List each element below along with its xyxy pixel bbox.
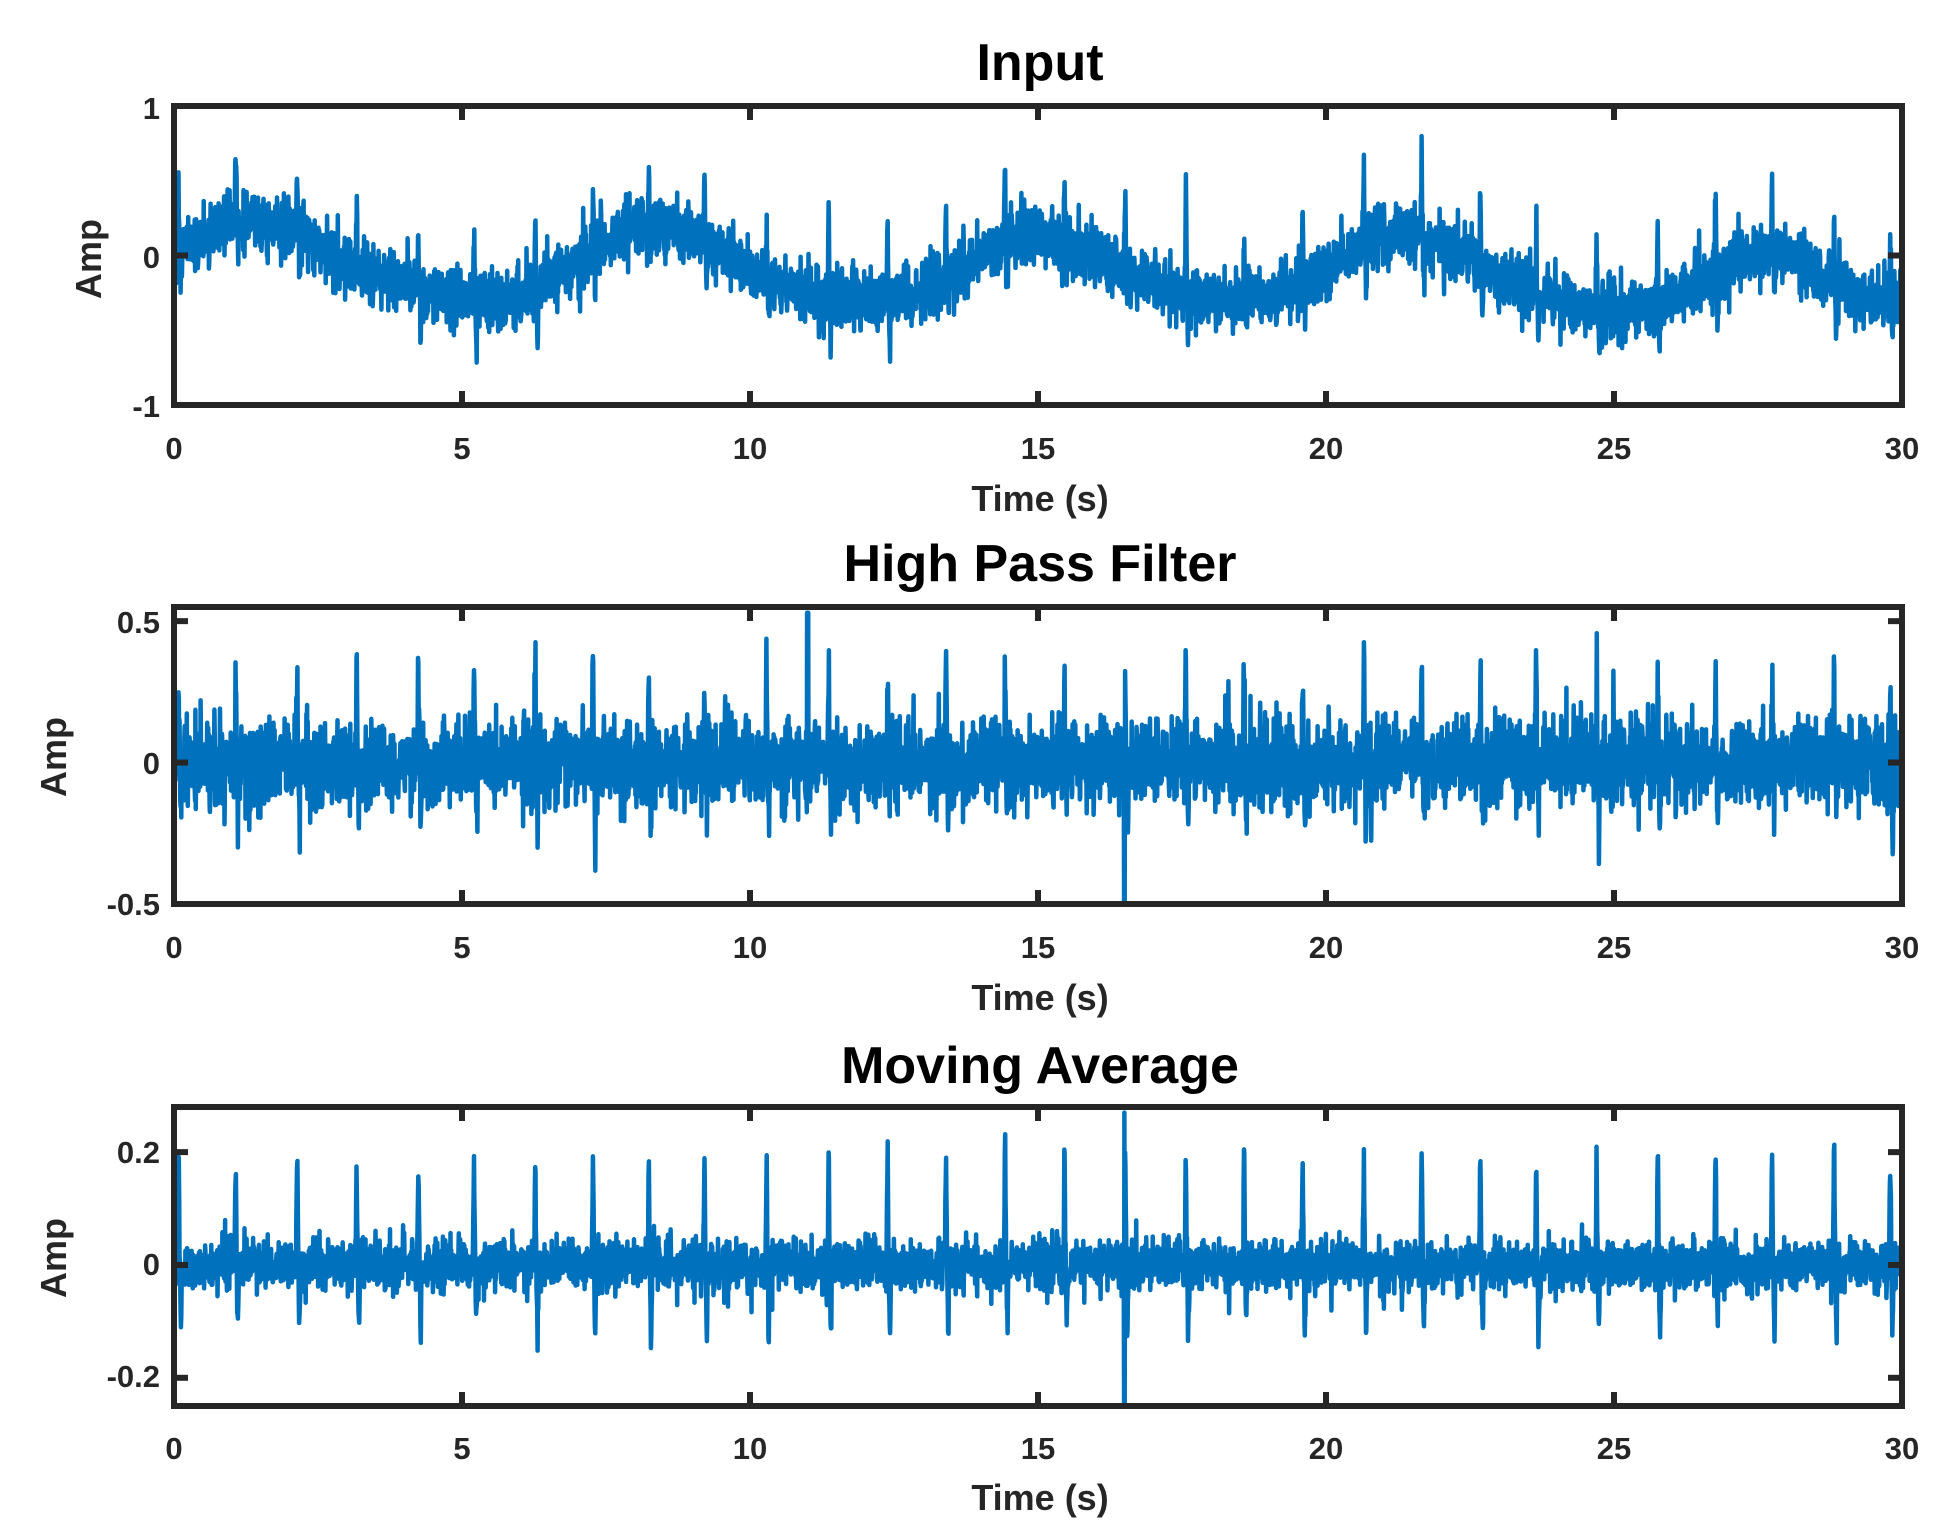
x-tick-label: 10 [733,1431,767,1466]
high-pass-axes-frame [171,604,1905,907]
moving-average-ylabel: Amp [33,1218,74,1298]
high-pass-xticks: 0 5 10 15 20 25 30 [165,930,1919,965]
moving-average-title: Moving Average [841,1037,1239,1095]
y-tick-label: 0.2 [117,1135,160,1170]
input-axes-frame [171,103,1905,408]
x-tick-label: 20 [1309,930,1343,965]
y-tick-label: -0.2 [107,1359,160,1394]
x-tick-label: 5 [453,1431,470,1466]
input-xticks: 0 5 10 15 20 25 30 [165,431,1919,466]
input-panel: Input Amp Time (s) -1 0 1 0 5 10 15 20 2… [68,34,1919,519]
y-tick-label: 0 [143,1247,160,1282]
y-tick-label: 1 [143,91,160,126]
x-tick-label: 20 [1309,431,1343,466]
moving-average-xlabel: Time (s) [971,1477,1108,1518]
x-tick-label: 15 [1021,1431,1055,1466]
moving-average-series-line [171,1110,1905,1409]
x-tick-label: 30 [1885,1431,1919,1466]
x-tick-label: 20 [1309,1431,1343,1466]
x-tick-label: 10 [733,431,767,466]
y-tick-label: -1 [132,389,160,424]
x-tick-label: 10 [733,930,767,965]
y-tick-label: 0 [143,240,160,275]
x-tick-label: 15 [1021,930,1055,965]
x-tick-label: 5 [453,431,470,466]
input-title: Input [976,34,1103,92]
y-tick-label: 0 [143,746,160,781]
x-tick-label: 0 [165,1431,182,1466]
x-tick-label: 0 [165,431,182,466]
high-pass-series-line [171,610,1905,907]
moving-average-xticks: 0 5 10 15 20 25 30 [165,1431,1919,1466]
input-series-line [171,133,1905,365]
high-pass-yticks: -0.5 0 0.5 [107,605,160,922]
input-ylabel: Amp [68,219,109,299]
input-yticks: -1 0 1 [132,91,160,424]
x-tick-label: 25 [1597,930,1631,965]
x-tick-label: 0 [165,930,182,965]
high-pass-ylabel: Amp [33,717,74,797]
x-tick-label: 5 [453,930,470,965]
moving-average-panel: Moving Average Amp Time (s) -0.2 0 0.2 0… [33,1037,1919,1518]
x-tick-label: 25 [1597,431,1631,466]
x-tick-label: 30 [1885,431,1919,466]
input-tick-marks [171,103,1905,408]
x-tick-label: 30 [1885,930,1919,965]
high-pass-xlabel: Time (s) [971,977,1108,1018]
y-tick-label: -0.5 [107,887,160,922]
moving-average-yticks: -0.2 0 0.2 [107,1135,160,1394]
moving-average-axes-frame [171,1104,1905,1409]
high-pass-title: High Pass Filter [844,535,1237,593]
input-xlabel: Time (s) [971,478,1108,519]
x-tick-label: 25 [1597,1431,1631,1466]
x-tick-label: 15 [1021,431,1055,466]
high-pass-panel: High Pass Filter Amp Time (s) -0.5 0 0.5… [33,535,1919,1018]
y-tick-label: 0.5 [117,605,160,640]
